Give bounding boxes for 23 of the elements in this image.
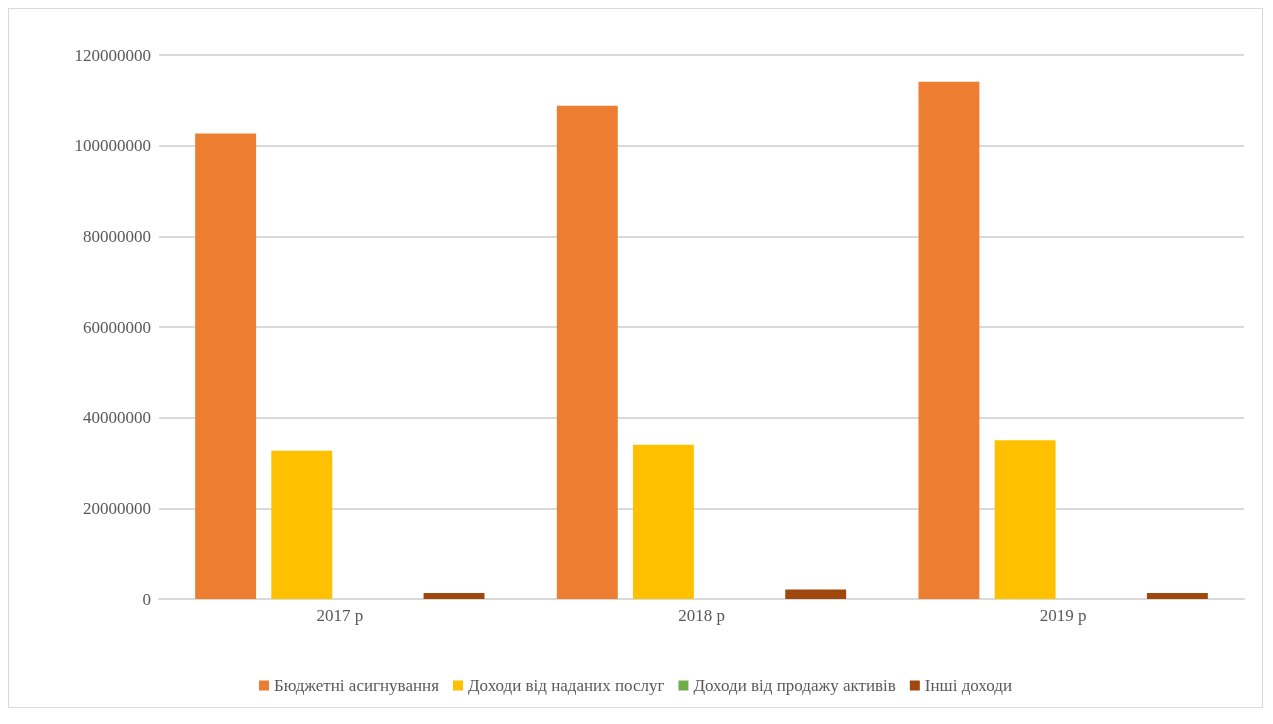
y-tick-label: 60000000 xyxy=(83,317,151,337)
bar xyxy=(632,444,694,599)
bar xyxy=(556,105,618,599)
bar xyxy=(423,593,485,599)
bar xyxy=(195,133,257,599)
bar xyxy=(271,450,333,599)
x-tick-label: 2019 р xyxy=(1039,606,1087,625)
x-tick-label: 2017 р xyxy=(316,606,364,625)
legend-label: Інші доходи xyxy=(924,676,1012,695)
y-tick-label: 120000000 xyxy=(74,45,151,65)
x-tick-label: 2018 р xyxy=(678,606,725,625)
bar xyxy=(918,81,980,599)
y-tick-label: 80000000 xyxy=(83,226,151,246)
bar xyxy=(785,589,847,599)
y-tick-label: 0 xyxy=(142,589,151,609)
legend-label: Доходи від наданих послуг xyxy=(467,676,665,695)
bar xyxy=(1146,593,1208,599)
y-tick-label: 100000000 xyxy=(74,136,151,156)
legend-label: Доходи від продажу активів xyxy=(693,676,896,695)
y-tick-label: 20000000 xyxy=(83,498,151,518)
bar xyxy=(994,440,1056,599)
y-tick-label: 40000000 xyxy=(83,408,151,428)
legend-label: Бюджетні асигнування xyxy=(274,676,440,695)
